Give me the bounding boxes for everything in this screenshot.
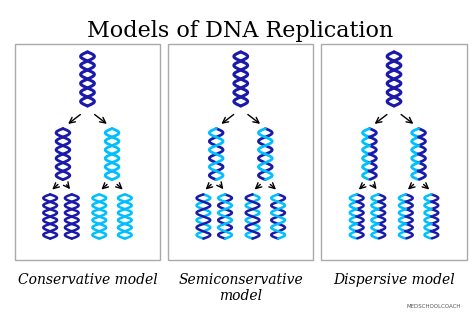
Text: MEDSCHOOLCOACH: MEDSCHOOLCOACH <box>406 304 461 309</box>
FancyBboxPatch shape <box>15 44 160 260</box>
Text: Dispersive model: Dispersive model <box>333 273 455 287</box>
FancyBboxPatch shape <box>168 44 313 260</box>
FancyBboxPatch shape <box>321 44 467 260</box>
Text: Models of DNA Replication: Models of DNA Replication <box>87 20 393 42</box>
Text: Conservative model: Conservative model <box>18 273 157 287</box>
Text: Semiconservative
model: Semiconservative model <box>178 273 303 303</box>
